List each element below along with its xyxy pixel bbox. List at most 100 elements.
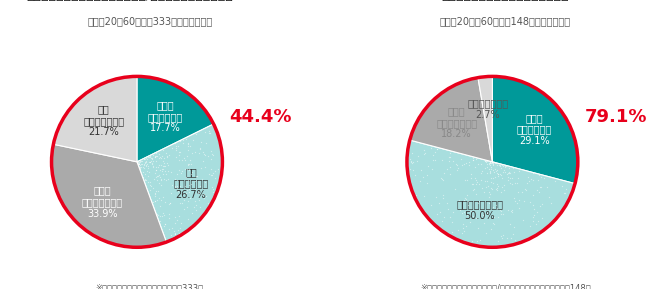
Point <box>141 160 152 165</box>
Point <box>206 157 216 161</box>
Point <box>557 184 568 189</box>
Point <box>176 170 186 175</box>
Point <box>177 201 187 205</box>
Point <box>179 207 189 211</box>
Point <box>150 199 160 204</box>
Point <box>501 164 512 168</box>
Point <box>508 170 519 174</box>
Point <box>200 180 210 185</box>
Point <box>181 136 191 141</box>
Point <box>508 224 519 229</box>
Point <box>183 190 194 194</box>
Point <box>481 185 491 190</box>
Text: 79.1%: 79.1% <box>585 108 647 126</box>
Point <box>148 186 159 190</box>
Point <box>485 186 496 191</box>
Point <box>504 171 514 176</box>
Point <box>140 157 150 162</box>
Point <box>204 172 215 176</box>
Point <box>472 162 483 166</box>
Point <box>525 200 536 205</box>
Point <box>191 208 201 212</box>
Point <box>506 236 516 240</box>
Point <box>507 166 517 171</box>
Point <box>155 213 165 218</box>
Point <box>485 179 496 184</box>
Point <box>181 154 192 158</box>
Point <box>529 213 539 218</box>
Point <box>141 161 152 166</box>
Point <box>197 158 208 163</box>
Point <box>164 200 175 205</box>
Point <box>184 187 195 192</box>
Point <box>183 162 194 166</box>
Point <box>525 224 535 228</box>
Point <box>173 227 183 232</box>
Point <box>135 166 145 171</box>
Point <box>491 187 502 192</box>
Point <box>407 150 417 155</box>
Point <box>474 199 484 203</box>
Point <box>145 153 155 158</box>
Point <box>205 130 215 135</box>
Text: 実感していない
2.7%: 実感していない 2.7% <box>467 98 508 120</box>
Point <box>451 163 462 168</box>
Point <box>151 175 161 179</box>
Point <box>166 191 176 196</box>
Point <box>419 147 429 152</box>
Point <box>145 160 155 164</box>
Point <box>133 159 143 164</box>
Point <box>185 195 195 200</box>
Point <box>477 168 487 173</box>
Point <box>150 168 160 173</box>
Point <box>171 154 181 159</box>
Point <box>536 202 547 206</box>
Point <box>159 212 169 217</box>
Point <box>485 163 495 168</box>
Point <box>174 152 184 157</box>
Point <box>151 188 162 193</box>
Point <box>183 199 194 203</box>
Point <box>187 211 197 216</box>
Point <box>185 158 195 162</box>
Point <box>134 166 145 171</box>
Point <box>482 210 493 215</box>
Point <box>498 168 509 173</box>
Point <box>151 165 162 170</box>
Point <box>487 204 498 209</box>
Point <box>491 182 502 186</box>
Point <box>155 168 166 173</box>
Point <box>487 160 497 165</box>
Point <box>406 159 417 164</box>
Point <box>490 161 500 165</box>
Point <box>150 155 160 160</box>
Point <box>461 197 472 201</box>
Point <box>184 162 195 167</box>
Text: 短鎖脂肪酸の効果を実感していますか: 短鎖脂肪酸の効果を実感していますか <box>441 0 569 2</box>
Point <box>498 211 509 216</box>
Point <box>170 185 180 190</box>
Point <box>140 160 151 164</box>
Point <box>186 170 196 174</box>
Point <box>191 174 201 179</box>
Point <box>492 205 502 210</box>
Point <box>484 192 495 197</box>
Point <box>513 190 523 194</box>
Point <box>487 187 497 191</box>
Point <box>159 161 169 165</box>
Point <box>179 167 190 172</box>
Point <box>198 150 208 155</box>
Point <box>443 206 453 211</box>
Text: 少し実感している
50.0%: 少し実感している 50.0% <box>457 199 503 221</box>
Point <box>451 161 461 166</box>
Point <box>208 153 218 158</box>
Point <box>154 180 164 185</box>
Point <box>165 233 176 238</box>
Point <box>413 153 423 158</box>
Point <box>498 188 509 192</box>
Point <box>500 164 510 168</box>
Point <box>442 166 453 171</box>
Point <box>477 186 487 191</box>
Point <box>160 178 171 183</box>
Point <box>476 178 486 182</box>
